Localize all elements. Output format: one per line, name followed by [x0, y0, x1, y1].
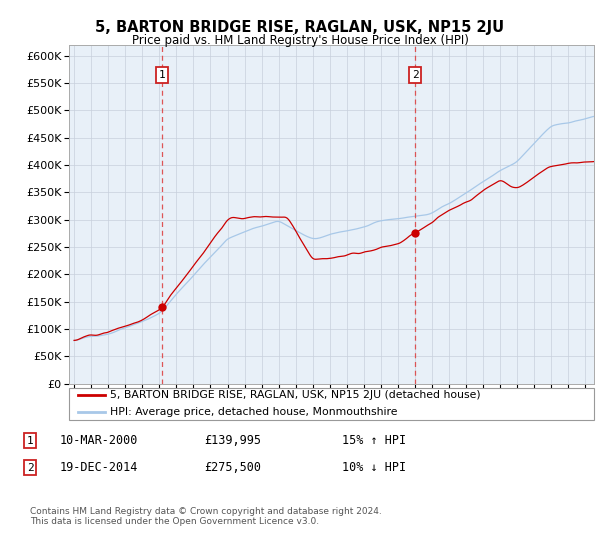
Text: Price paid vs. HM Land Registry's House Price Index (HPI): Price paid vs. HM Land Registry's House … — [131, 34, 469, 46]
Text: Contains HM Land Registry data © Crown copyright and database right 2024.
This d: Contains HM Land Registry data © Crown c… — [30, 507, 382, 526]
Text: 2: 2 — [26, 463, 34, 473]
Text: £275,500: £275,500 — [204, 461, 261, 474]
Text: 2: 2 — [412, 70, 418, 80]
Text: 1: 1 — [26, 436, 34, 446]
Text: 10-MAR-2000: 10-MAR-2000 — [60, 434, 139, 447]
Text: £139,995: £139,995 — [204, 434, 261, 447]
Text: 15% ↑ HPI: 15% ↑ HPI — [342, 434, 406, 447]
Text: 19-DEC-2014: 19-DEC-2014 — [60, 461, 139, 474]
Text: 1: 1 — [159, 70, 166, 80]
Text: HPI: Average price, detached house, Monmouthshire: HPI: Average price, detached house, Monm… — [110, 407, 397, 417]
Text: 5, BARTON BRIDGE RISE, RAGLAN, USK, NP15 2JU: 5, BARTON BRIDGE RISE, RAGLAN, USK, NP15… — [95, 20, 505, 35]
Text: 10% ↓ HPI: 10% ↓ HPI — [342, 461, 406, 474]
Text: 5, BARTON BRIDGE RISE, RAGLAN, USK, NP15 2JU (detached house): 5, BARTON BRIDGE RISE, RAGLAN, USK, NP15… — [110, 390, 481, 400]
